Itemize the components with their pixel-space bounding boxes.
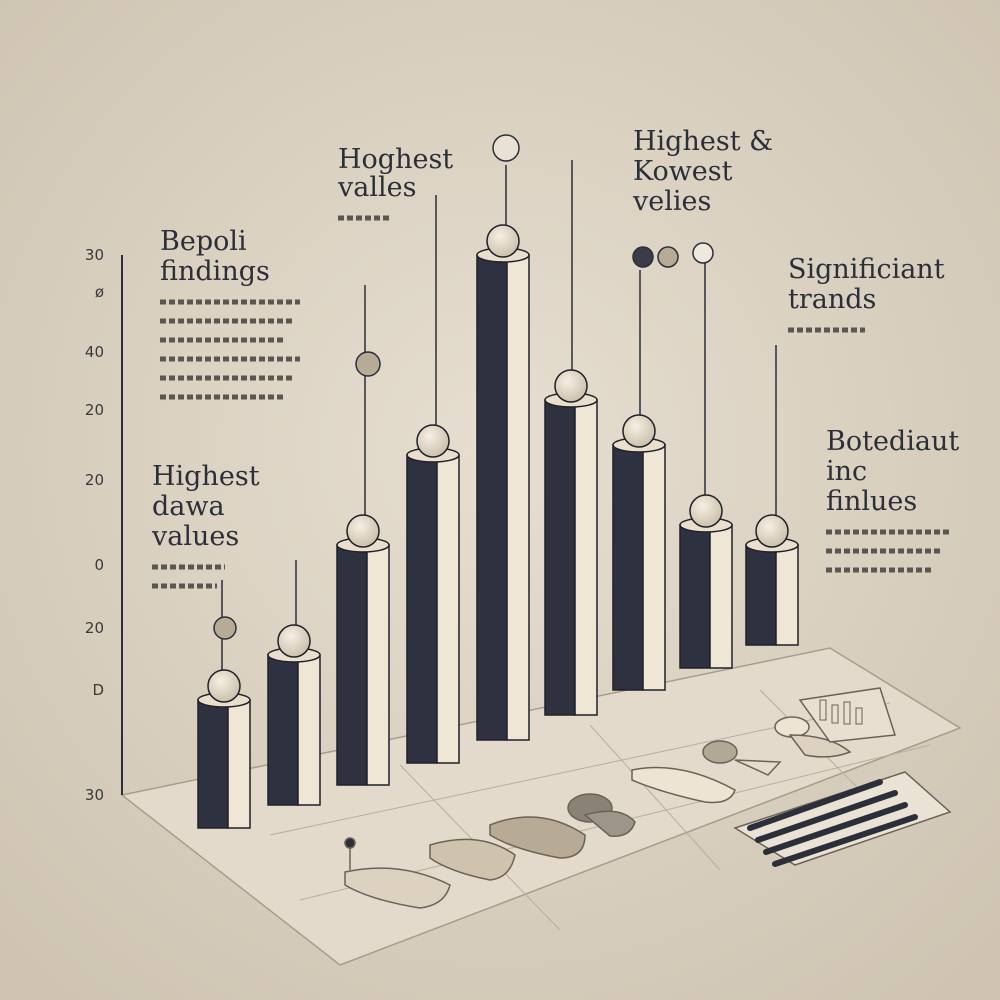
bar-side [642, 444, 666, 691]
bar-side [436, 454, 460, 764]
bar-side [574, 399, 598, 716]
annotation: Highest [152, 461, 260, 492]
bar-side [506, 254, 530, 741]
bar-side [297, 654, 321, 806]
bar-front [679, 524, 711, 669]
annotation: findings [160, 256, 270, 287]
axis-label: D [92, 681, 104, 699]
ball [207, 669, 241, 703]
annotation: valles [337, 172, 416, 203]
marker [492, 134, 520, 162]
axis-label: 20 [85, 401, 104, 419]
axis-label: ø [95, 283, 104, 301]
bar-side [775, 544, 799, 646]
marker [657, 246, 679, 268]
bar-front [197, 699, 229, 829]
annotation: Hoghest [338, 144, 453, 175]
annotation: inc [826, 456, 867, 487]
annotation: Highest & [633, 126, 773, 157]
ball [689, 494, 723, 528]
annotation: finlues [826, 486, 917, 517]
annotation: Kowest [633, 156, 733, 187]
bar-side [227, 699, 251, 829]
axis-label: 30 [85, 246, 104, 264]
ball [622, 414, 656, 448]
bar-front [476, 254, 508, 741]
bar-side [366, 544, 390, 786]
axis-label: 20 [85, 619, 104, 637]
bar-front [406, 454, 438, 764]
bar-front [612, 444, 644, 691]
ball [346, 514, 380, 548]
bar-front [745, 544, 777, 646]
annotation: Bepoli [160, 226, 247, 257]
annotation: values [151, 521, 239, 552]
stripes [747, 779, 918, 867]
marker [355, 351, 381, 377]
annotation: velies [632, 186, 711, 217]
bar-front [267, 654, 299, 806]
bar-side [709, 524, 733, 669]
ball [486, 224, 520, 258]
axis-label: 30 [85, 786, 104, 804]
marker [692, 242, 714, 264]
axis-label: 40 [85, 343, 104, 361]
axis-label: 0 [94, 556, 104, 574]
mini-bars [819, 699, 863, 725]
axis-label: 20 [85, 471, 104, 489]
bar-front [336, 544, 368, 786]
ball [554, 369, 588, 403]
bar-front [544, 399, 576, 716]
annotation: Botediaut [826, 426, 959, 457]
bars [197, 134, 799, 829]
marker [632, 246, 654, 268]
ball [277, 624, 311, 658]
annotation: dawa [152, 491, 225, 522]
ball [416, 424, 450, 458]
ball [755, 514, 789, 548]
annotation: trands [788, 284, 876, 315]
marker [213, 616, 237, 640]
annotation: Significiant [788, 254, 945, 285]
